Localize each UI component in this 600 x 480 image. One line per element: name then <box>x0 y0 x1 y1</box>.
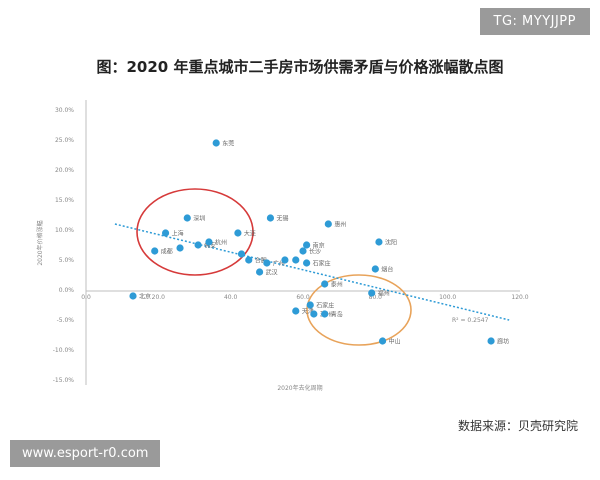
data-point <box>212 139 220 147</box>
y-tick-label: 30.0% <box>55 107 74 114</box>
data-point <box>310 310 318 318</box>
point-label: 长沙 <box>309 248 321 256</box>
point-label: 深圳 <box>193 215 205 223</box>
data-point <box>321 280 329 288</box>
y-tick-label: 25.0% <box>55 137 74 144</box>
data-point <box>161 229 170 237</box>
y-tick-label: 0.0% <box>59 287 75 294</box>
point-label: 石家庄 <box>313 260 331 268</box>
data-point <box>266 214 275 222</box>
data-point <box>306 301 314 309</box>
highlight-circle-orange <box>306 274 412 346</box>
y-tick-label: -10.0% <box>53 347 75 354</box>
point-label: 惠州 <box>334 221 346 229</box>
data-point <box>263 259 271 267</box>
data-point <box>378 337 387 345</box>
y-axis-label: 2020年价格涨幅 <box>36 220 44 265</box>
data-point <box>292 307 300 315</box>
data-point <box>234 229 242 237</box>
point-label: 沈阳 <box>385 239 397 247</box>
data-point <box>183 214 191 222</box>
point-label: 烟台 <box>381 266 393 274</box>
data-point <box>237 250 246 258</box>
data-point <box>303 259 311 267</box>
source-note: 数据来源：贝壳研究院 <box>458 418 578 433</box>
data-point <box>324 220 332 228</box>
point-label: 上海 <box>172 230 184 238</box>
data-point <box>292 256 300 264</box>
data-point <box>321 310 329 318</box>
data-point <box>194 241 202 249</box>
point-label: 石家庄 <box>316 302 334 310</box>
x-tick-labels: 0.0 20.0 40.0 60.0 80.0 100.0 120.0 <box>81 294 529 301</box>
data-point <box>129 292 137 300</box>
chart-title: 图：2020 年重点城市二手房市场供需矛盾与价格涨幅散点图 <box>97 58 504 76</box>
watermark-bottom: www.esport-r0.com <box>10 440 161 467</box>
x-tick-label: 40.0 <box>224 294 238 301</box>
data-point <box>151 247 159 255</box>
x-tick-label: 120.0 <box>511 294 528 301</box>
y-tick-label: 10.0% <box>55 227 74 234</box>
point-label: 南京 <box>313 242 325 250</box>
data-point <box>487 337 495 345</box>
data-point <box>256 268 264 276</box>
point-label: 无锡 <box>276 215 288 223</box>
x-tick-label: 60.0 <box>296 294 310 301</box>
point-label: 天津 <box>302 309 314 316</box>
data-point <box>281 256 289 264</box>
x-tick-label: 80.0 <box>369 294 383 301</box>
point-label: 东莞 <box>222 140 234 148</box>
x-tick-label: 0.0 <box>81 294 91 301</box>
data-point <box>245 256 253 264</box>
point-label: 青岛 <box>331 311 343 319</box>
trend-label: R² = 0.2547 <box>452 317 489 324</box>
point-label: 杭州 <box>215 239 227 247</box>
point-label: 合肥 <box>255 257 267 265</box>
y-tick-labels: 30.0% 25.0% 20.0% 15.0% 10.0% 5.0% 0.0% -5.0% -1… <box>53 107 75 384</box>
data-point <box>205 238 213 246</box>
watermark-top: TG: MYYJJPP <box>479 8 590 35</box>
y-tick-label: 20.0% <box>55 167 74 174</box>
data-point <box>299 247 307 255</box>
point-label: 泰州 <box>331 281 343 289</box>
data-point <box>303 241 311 249</box>
point-label: 廊坊 <box>497 338 509 346</box>
point-label: 北京 <box>139 293 151 301</box>
x-axis-label: 2020年去化周期 <box>277 384 322 392</box>
highlight-circle-red <box>136 188 254 276</box>
x-tick-label: 20.0 <box>152 294 166 301</box>
point-label: 佛安 <box>204 242 216 250</box>
point-label: 大连 <box>244 230 256 238</box>
point-label: 武汉 <box>266 269 278 277</box>
y-tick-label: 15.0% <box>55 197 74 204</box>
data-point <box>368 289 376 297</box>
y-tick-label: -15.0% <box>53 377 75 384</box>
point-label: 成都 <box>161 248 173 256</box>
y-tick-label: -5.0% <box>57 317 75 324</box>
point-label: 福州 <box>378 290 390 298</box>
x-tick-label: 100.0 <box>439 294 456 301</box>
point-label: 广州 <box>273 260 285 268</box>
data-point <box>375 238 383 246</box>
data-point <box>176 244 184 252</box>
y-tick-label: 5.0% <box>59 257 75 264</box>
data-point <box>371 265 379 273</box>
point-label: 中山 <box>389 338 401 346</box>
